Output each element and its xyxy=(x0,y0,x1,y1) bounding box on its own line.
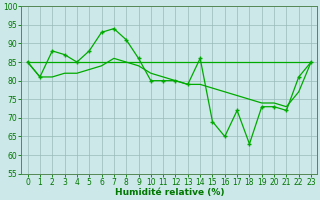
X-axis label: Humidité relative (%): Humidité relative (%) xyxy=(115,188,224,197)
